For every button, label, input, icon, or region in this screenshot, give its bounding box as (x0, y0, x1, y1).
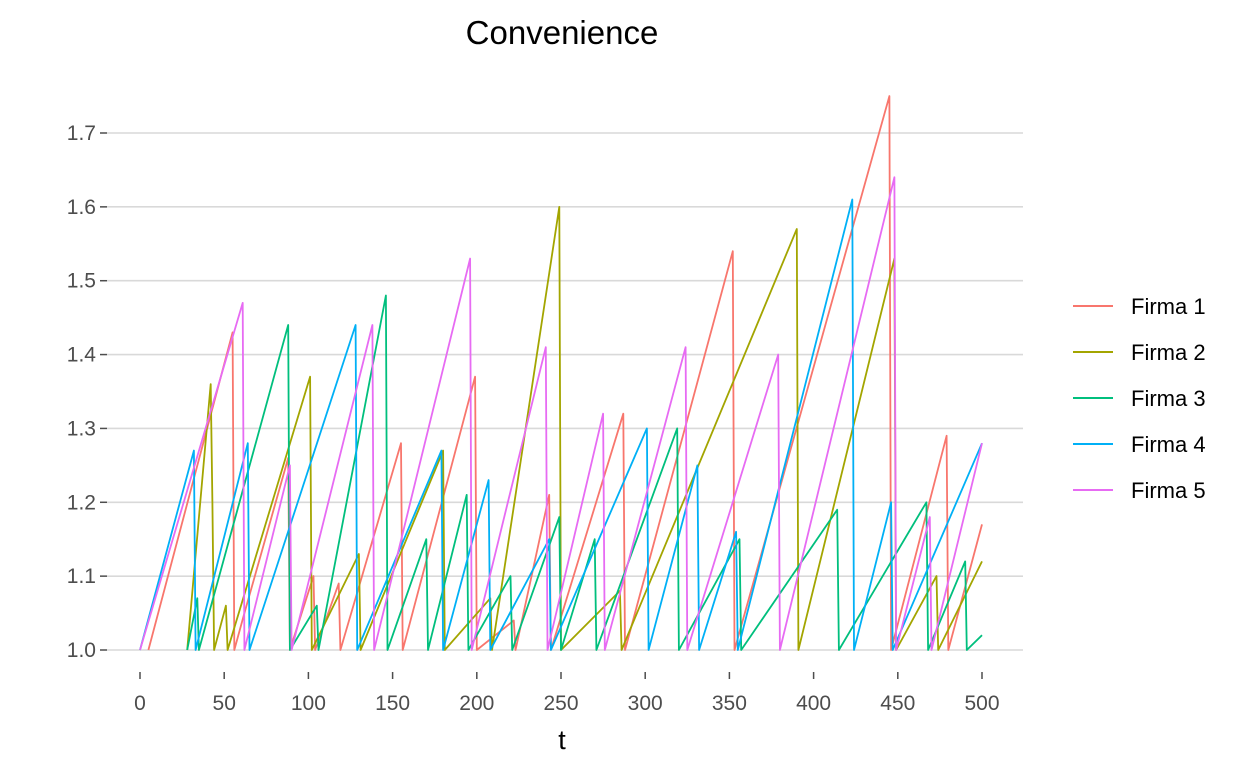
chart-title: Convenience (466, 14, 659, 51)
legend-label: Firma 3 (1131, 386, 1206, 411)
legend-item: Firma 5 (1073, 478, 1206, 503)
series-lines (139, 95, 983, 651)
y-axis: 1.0 1.1 1.2 1.3 1.4 1.5 1.6 1.7 (67, 122, 107, 662)
y-tick-label: 1.7 (67, 122, 96, 145)
y-tick-label: 1.4 (67, 344, 97, 367)
legend-item: Firma 4 (1073, 432, 1206, 457)
legend-label: Firma 4 (1131, 432, 1206, 457)
series-line-firma-4 (139, 198, 983, 651)
legend-label: Firma 5 (1131, 478, 1206, 503)
y-tick-label: 1.0 (67, 639, 96, 662)
series-line-firma-5 (139, 176, 983, 651)
x-tick-label: 100 (291, 692, 326, 715)
x-axis: 0 50 100 150 200 250 300 350 400 450 500 (134, 672, 1000, 715)
legend-label: Firma 2 (1131, 340, 1206, 365)
legend: Firma 1 Firma 2 Firma 3 Firma 4 Firma 5 (1073, 294, 1206, 503)
x-tick-label: 500 (964, 692, 999, 715)
y-tick-label: 1.2 (67, 491, 96, 514)
x-tick-label: 0 (134, 692, 146, 715)
x-tick-label: 150 (375, 692, 410, 715)
y-tick-label: 1.5 (67, 270, 96, 293)
x-tick-label: 400 (796, 692, 831, 715)
x-tick-label: 300 (628, 692, 663, 715)
legend-item: Firma 3 (1073, 386, 1206, 411)
x-tick-label: 350 (712, 692, 747, 715)
y-tick-label: 1.1 (67, 565, 96, 588)
x-tick-label: 450 (880, 692, 915, 715)
y-tick-label: 1.3 (67, 417, 96, 440)
legend-label: Firma 1 (1131, 294, 1206, 319)
x-tick-label: 200 (459, 692, 494, 715)
series-line-firma-1 (147, 95, 983, 651)
x-axis-title: t (558, 725, 566, 755)
legend-item: Firma 2 (1073, 340, 1206, 365)
y-tick-label: 1.6 (67, 196, 96, 219)
legend-item: Firma 1 (1073, 294, 1206, 319)
x-tick-label: 250 (543, 692, 578, 715)
x-tick-label: 50 (213, 692, 236, 715)
